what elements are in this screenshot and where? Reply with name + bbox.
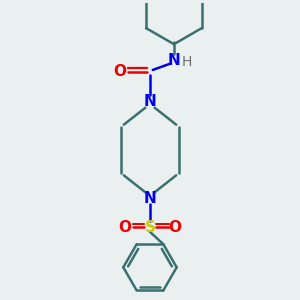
- Text: N: N: [167, 53, 180, 68]
- Text: N: N: [144, 191, 156, 206]
- Text: O: O: [114, 64, 127, 79]
- Text: H: H: [182, 55, 192, 69]
- Text: O: O: [119, 220, 132, 235]
- Text: O: O: [168, 220, 181, 235]
- Text: S: S: [145, 220, 155, 235]
- Text: N: N: [144, 94, 156, 109]
